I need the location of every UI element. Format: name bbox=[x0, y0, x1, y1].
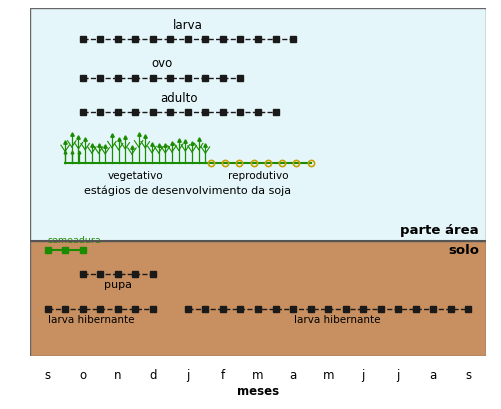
Text: larva: larva bbox=[173, 19, 203, 32]
Text: larva hibernante: larva hibernante bbox=[48, 315, 134, 325]
Text: solo: solo bbox=[448, 244, 479, 257]
Text: reprodutivo: reprodutivo bbox=[228, 171, 288, 180]
Text: n: n bbox=[114, 369, 121, 382]
Text: a: a bbox=[290, 369, 297, 382]
Text: f: f bbox=[221, 369, 225, 382]
Text: vegetativo: vegetativo bbox=[107, 171, 163, 180]
Bar bbox=[30, 241, 486, 356]
Text: parte área: parte área bbox=[400, 224, 479, 237]
Text: ovo: ovo bbox=[151, 57, 172, 70]
Text: a: a bbox=[430, 369, 437, 382]
Text: semeadura: semeadura bbox=[48, 236, 101, 245]
Text: j: j bbox=[397, 369, 400, 382]
Text: pupa: pupa bbox=[104, 281, 132, 290]
Text: o: o bbox=[79, 369, 86, 382]
Text: larva hibernante: larva hibernante bbox=[294, 315, 380, 325]
Text: s: s bbox=[465, 369, 471, 382]
Text: meses: meses bbox=[237, 385, 279, 398]
Text: j: j bbox=[186, 369, 189, 382]
Bar bbox=[30, 8, 486, 241]
Text: j: j bbox=[362, 369, 365, 382]
Text: adulto: adulto bbox=[160, 92, 198, 105]
Text: estágios de desenvolvimento da soja: estágios de desenvolvimento da soja bbox=[84, 186, 292, 196]
Text: m: m bbox=[253, 369, 264, 382]
Text: m: m bbox=[323, 369, 334, 382]
Text: d: d bbox=[149, 369, 156, 382]
Text: s: s bbox=[45, 369, 51, 382]
